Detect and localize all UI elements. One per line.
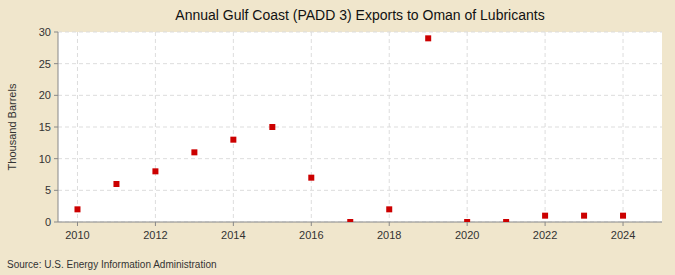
point <box>308 175 314 181</box>
grid-line <box>311 32 312 222</box>
tick-label: 15 <box>39 121 51 133</box>
tick-label: 10 <box>39 153 51 165</box>
tick-label: 2012 <box>143 229 167 241</box>
chart: 0 5 10 15 20 25 30 2010 2012 2014 2016 2018 2020 2022… <box>0 0 675 275</box>
source-note: Source: U.S. Energy Information Administ… <box>7 259 217 270</box>
tick <box>54 32 58 33</box>
tick <box>54 63 58 64</box>
data-points <box>74 35 626 222</box>
grid-line <box>623 32 624 222</box>
tick-label: 5 <box>45 184 51 196</box>
tick <box>545 222 546 226</box>
tick-label: 2010 <box>65 229 89 241</box>
grid-line <box>58 190 662 191</box>
tick <box>467 222 468 226</box>
tick-label: 20 <box>39 89 51 101</box>
tick-label: 2018 <box>377 229 401 241</box>
axes: 0 5 10 15 20 25 30 2010 2012 2014 2016 2018 2020 2022… <box>39 26 662 241</box>
point <box>425 35 431 41</box>
point <box>269 124 275 130</box>
point <box>191 149 197 155</box>
grid-line <box>233 32 234 222</box>
point <box>74 206 80 212</box>
tick <box>311 222 312 226</box>
grid-line <box>58 222 662 223</box>
tick <box>389 222 390 226</box>
grid <box>58 32 662 222</box>
tick-label: 0 <box>45 216 51 228</box>
grid-line <box>77 32 78 222</box>
point <box>503 219 509 222</box>
tick <box>54 127 58 128</box>
title: Annual Gulf Coast (PADD 3) Exports to Om… <box>175 7 544 23</box>
grid-line <box>58 95 662 96</box>
point <box>620 213 626 219</box>
chart-container: 0 5 10 15 20 25 30 2010 2012 2014 2016 2018 2020 2022… <box>0 0 675 275</box>
grid-line <box>58 127 662 128</box>
point <box>581 213 587 219</box>
tick <box>54 222 58 223</box>
tick <box>54 158 58 159</box>
tick <box>54 95 58 96</box>
tick <box>77 222 78 226</box>
background <box>0 0 675 275</box>
tick-label: 2020 <box>455 229 479 241</box>
point <box>464 219 470 222</box>
y-axis-label: Thousand Barrels <box>6 83 18 170</box>
point <box>542 213 548 219</box>
tick <box>233 222 234 226</box>
grid-line <box>155 32 156 222</box>
grid-line <box>58 63 662 64</box>
x-axis-line <box>58 222 662 223</box>
grid-line <box>58 32 662 33</box>
grid-line <box>467 32 468 222</box>
grid-line <box>545 32 546 222</box>
tick-label: 30 <box>39 26 51 38</box>
point <box>386 206 392 212</box>
tick <box>155 222 156 226</box>
tick-label: 2016 <box>299 229 323 241</box>
point <box>230 137 236 143</box>
tick-label: 2014 <box>221 229 245 241</box>
plot-background <box>58 32 662 222</box>
point <box>113 181 119 187</box>
tick <box>623 222 624 226</box>
tick-label: 2022 <box>533 229 557 241</box>
y-axis-line <box>58 32 59 222</box>
tick <box>54 190 58 191</box>
point <box>347 219 353 222</box>
point <box>152 168 158 174</box>
tick-label: 2024 <box>611 229 635 241</box>
tick-label: 25 <box>39 58 51 70</box>
grid-line <box>58 158 662 159</box>
grid-line <box>389 32 390 222</box>
